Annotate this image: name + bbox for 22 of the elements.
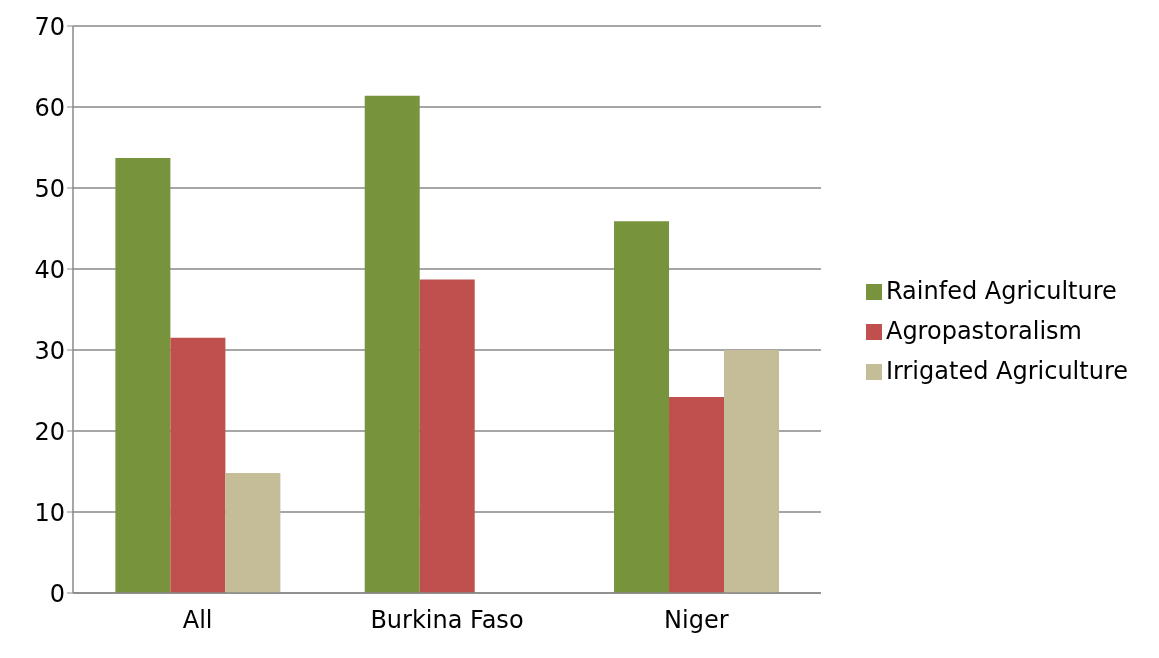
x-tick-label: Burkina Faso [370, 606, 524, 635]
y-tick-label: 40 [34, 255, 65, 284]
y-tick-label: 50 [34, 174, 65, 203]
bar [115, 158, 171, 593]
legend-label: Irrigated Agriculture [885, 356, 1128, 385]
bar [669, 396, 725, 593]
y-tick-label: 70 [34, 12, 65, 41]
x-tick-label: All [182, 606, 213, 635]
bar [614, 221, 670, 593]
bar [364, 95, 420, 593]
legend-label: Rainfed Agriculture [885, 276, 1117, 305]
bar [170, 337, 226, 593]
y-tick-label: 30 [34, 336, 65, 365]
y-tick-label: 60 [34, 93, 65, 122]
y-tick-label: 0 [49, 579, 65, 608]
y-tick-label: 10 [34, 498, 65, 527]
bar [419, 279, 475, 593]
legend-label: Agropastoralism [885, 316, 1082, 345]
x-tick-label: Niger [664, 606, 729, 635]
bar [225, 473, 281, 593]
bar [724, 350, 780, 593]
y-tick-label: 20 [34, 417, 65, 446]
